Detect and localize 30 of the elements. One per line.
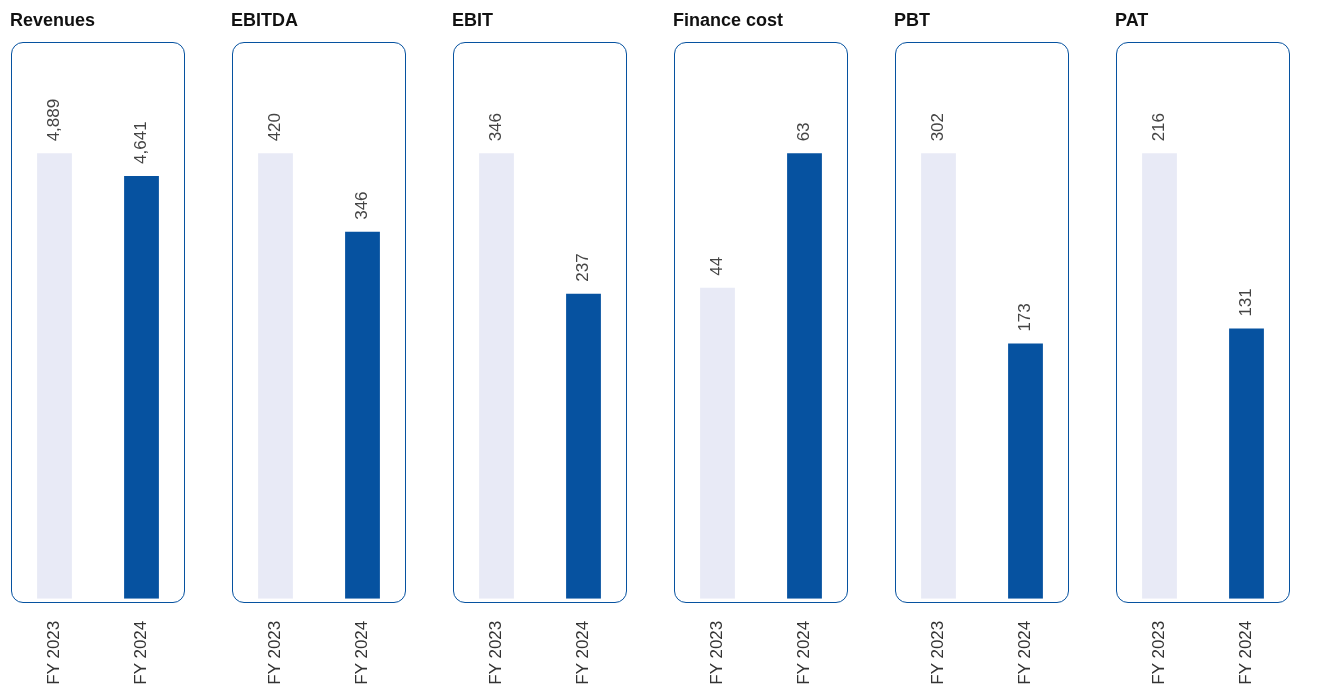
chart-title: EBIT bbox=[452, 10, 494, 31]
data-label: 4,641 bbox=[131, 121, 151, 164]
chart-title: PBT bbox=[894, 10, 930, 31]
x-tick-label: FY 2023 bbox=[707, 620, 727, 685]
data-label: 237 bbox=[573, 253, 593, 282]
chart-title: Revenues bbox=[10, 10, 96, 31]
data-label: 173 bbox=[1015, 303, 1035, 332]
data-label: 216 bbox=[1149, 112, 1169, 142]
data-label: 346 bbox=[352, 191, 372, 220]
x-tick-label: FY 2024 bbox=[131, 620, 151, 685]
x-tick-label: FY 2024 bbox=[1236, 620, 1256, 685]
chart-title: EBITDA bbox=[231, 10, 298, 31]
data-label: 131 bbox=[1236, 288, 1256, 317]
x-tick-label: FY 2023 bbox=[486, 620, 506, 685]
data-label: 302 bbox=[928, 112, 948, 142]
data-label: 420 bbox=[265, 112, 285, 142]
x-tick-label: FY 2024 bbox=[794, 620, 814, 685]
chart-title: PAT bbox=[1115, 10, 1149, 31]
data-label: 44 bbox=[707, 256, 727, 276]
data-label: 4,889 bbox=[44, 98, 64, 142]
chart-title: Finance cost bbox=[673, 10, 784, 31]
data-label: 346 bbox=[486, 112, 506, 142]
x-tick-label: FY 2024 bbox=[352, 620, 372, 685]
x-tick-label: FY 2024 bbox=[1015, 620, 1035, 685]
x-tick-label: FY 2023 bbox=[928, 620, 948, 685]
x-tick-label: FY 2023 bbox=[44, 620, 64, 685]
data-label: 63 bbox=[794, 122, 814, 142]
x-tick-label: FY 2023 bbox=[265, 620, 285, 685]
x-tick-label: FY 2024 bbox=[573, 620, 593, 685]
x-tick-label: FY 2023 bbox=[1149, 620, 1169, 685]
